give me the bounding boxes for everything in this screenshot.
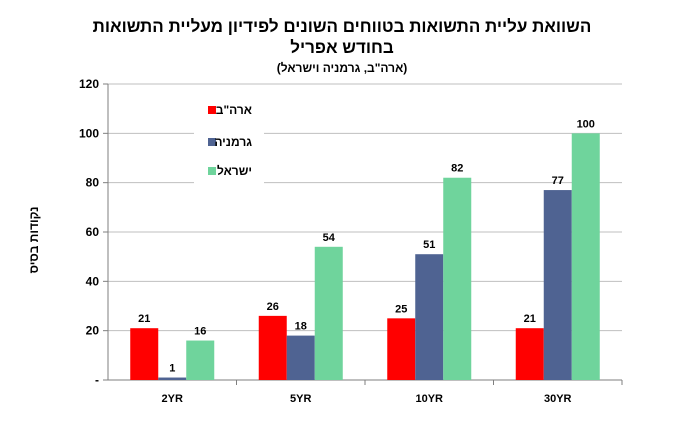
y-tick-label: 40: [86, 274, 100, 288]
bar: [314, 246, 343, 380]
x-tick-label: 30YR: [544, 393, 572, 405]
legend-item-israel: ישראל: [194, 163, 264, 179]
legend-swatch-usa: [208, 106, 216, 114]
data-label: 82: [451, 163, 463, 175]
y-tick-label: 60: [86, 225, 100, 239]
data-label: 21: [524, 313, 536, 325]
chart-title: השוואת עליית התשואות בטווחים השונים לפיד…: [0, 16, 684, 76]
y-tick-label: 80: [86, 176, 100, 190]
x-tick-label: 10YR: [415, 393, 443, 405]
chart-title-line-2: בחודש אפריל: [290, 38, 394, 57]
x-tick-label: 2YR: [162, 393, 183, 405]
data-label: 25: [395, 303, 407, 315]
y-axis-label-container: נקודות בסיס: [14, 180, 54, 300]
legend-item-usa: ארה"ב: [194, 102, 264, 118]
bar: [130, 328, 159, 380]
bar: [387, 318, 416, 380]
bar: [543, 190, 572, 380]
data-label: 16: [194, 326, 206, 338]
data-label: 54: [323, 232, 336, 244]
y-tick-label: 100: [79, 126, 99, 140]
bar: [571, 133, 600, 380]
legend-swatch-israel: [208, 167, 216, 175]
legend-label-usa: ארה"ב: [215, 103, 252, 117]
data-label: 51: [423, 239, 435, 251]
bar: [158, 377, 187, 380]
legend: ארה"ב גרמניה ישראל: [194, 96, 264, 184]
y-axis-label: נקודות בסיס: [27, 206, 41, 274]
y-tick-label: 20: [86, 324, 100, 338]
legend-label-israel: ישראל: [216, 164, 252, 178]
bar: [415, 254, 444, 380]
data-label: 100: [577, 118, 595, 130]
y-tick-label: 120: [79, 77, 99, 91]
chart-title-line-1: השוואת עליית התשואות בטווחים השונים לפיד…: [92, 17, 592, 36]
data-label: 18: [295, 321, 307, 333]
data-label: 21: [138, 313, 150, 325]
data-label: 26: [267, 301, 279, 313]
legend-label-germany: גרמניה: [214, 135, 252, 149]
chart-subtitle: (ארה"ב, גרמניה וישראל): [276, 61, 408, 75]
bar: [515, 328, 544, 380]
bar: [286, 335, 315, 380]
bar: [186, 340, 215, 380]
data-label: 1: [169, 363, 175, 375]
bar: [258, 315, 287, 380]
legend-item-germany: גרמניה: [194, 134, 264, 150]
data-label: 77: [552, 175, 564, 187]
y-tick-label: -: [95, 373, 99, 387]
bar: [443, 177, 472, 380]
legend-swatch-germany: [208, 138, 216, 146]
x-tick-label: 5YR: [290, 393, 311, 405]
